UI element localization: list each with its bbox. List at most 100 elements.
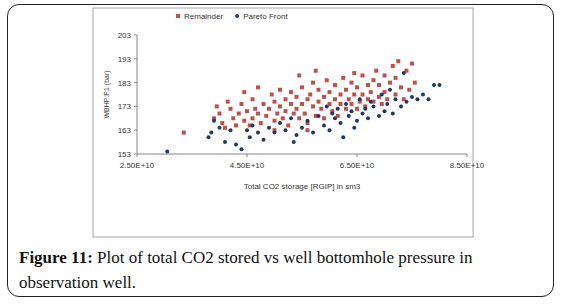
legend-label: Pareto Front <box>243 12 288 21</box>
point <box>234 142 238 146</box>
point <box>333 83 337 87</box>
point <box>289 90 293 94</box>
point <box>328 90 332 94</box>
point <box>385 97 389 101</box>
point <box>369 90 373 94</box>
point <box>361 93 365 97</box>
point <box>253 107 257 111</box>
x-axis-line <box>137 154 467 155</box>
point <box>399 85 403 89</box>
point <box>377 114 381 118</box>
point <box>284 97 288 101</box>
point <box>251 123 255 127</box>
point <box>240 102 244 106</box>
point <box>300 102 304 106</box>
point <box>322 95 326 99</box>
y-tick-label: 203 <box>118 31 132 40</box>
point <box>352 71 356 75</box>
point <box>399 104 403 108</box>
point <box>300 126 304 130</box>
point <box>427 97 431 101</box>
point <box>218 126 222 130</box>
point <box>242 90 246 94</box>
y-tick <box>134 58 137 59</box>
point <box>352 93 356 97</box>
point <box>339 93 343 97</box>
point <box>297 73 301 77</box>
point <box>366 83 370 87</box>
point <box>242 119 246 123</box>
x-tick-label: 4.50E+10 <box>230 161 265 170</box>
point <box>251 116 255 120</box>
point <box>278 121 282 125</box>
point <box>278 88 282 92</box>
legend-label: Remainder <box>184 12 223 21</box>
point <box>355 107 359 111</box>
point <box>251 97 255 101</box>
point <box>319 107 323 111</box>
point <box>207 135 211 139</box>
chart-box <box>93 8 473 237</box>
point <box>347 97 351 101</box>
point <box>317 114 321 118</box>
point <box>317 100 321 104</box>
point <box>297 116 301 120</box>
point <box>300 85 304 89</box>
point <box>336 107 340 111</box>
point <box>231 116 235 120</box>
point <box>402 71 406 75</box>
point <box>273 131 277 135</box>
point <box>405 100 409 104</box>
point <box>413 81 417 85</box>
x-tick-label: 2.50E+10 <box>120 161 155 170</box>
point <box>388 88 392 92</box>
point <box>267 126 271 130</box>
point <box>311 81 315 85</box>
point <box>314 69 318 73</box>
point <box>245 109 249 113</box>
point <box>317 88 321 92</box>
point <box>333 116 337 120</box>
plot-marks <box>165 59 441 153</box>
point <box>344 102 348 106</box>
point <box>396 59 400 63</box>
x-tick <box>467 154 468 157</box>
point <box>306 119 310 123</box>
point <box>308 93 312 97</box>
point <box>215 104 219 108</box>
point <box>350 109 354 113</box>
point <box>270 93 274 97</box>
point <box>350 102 354 106</box>
point <box>289 116 293 120</box>
point <box>237 112 241 116</box>
point <box>306 128 310 132</box>
point <box>325 78 329 82</box>
point <box>369 100 373 104</box>
point <box>341 135 345 139</box>
point <box>328 128 332 132</box>
point <box>289 102 293 106</box>
point <box>388 81 392 85</box>
point <box>352 126 356 130</box>
point <box>394 97 398 101</box>
point <box>322 116 326 120</box>
point <box>165 150 169 154</box>
point <box>421 93 425 97</box>
point <box>330 112 334 116</box>
point <box>220 121 224 125</box>
point <box>377 83 381 87</box>
point <box>325 104 329 108</box>
point <box>292 140 296 144</box>
point <box>295 107 299 111</box>
legend-marker <box>235 14 239 18</box>
point <box>226 100 230 104</box>
point <box>223 126 227 130</box>
x-axis-title: Total CO2 storage [RGIP] in sm3 <box>244 182 361 191</box>
point <box>281 116 285 120</box>
point <box>361 73 365 77</box>
point <box>229 128 233 132</box>
point <box>432 83 436 87</box>
point <box>380 93 384 97</box>
point <box>182 131 186 135</box>
point <box>391 64 395 68</box>
